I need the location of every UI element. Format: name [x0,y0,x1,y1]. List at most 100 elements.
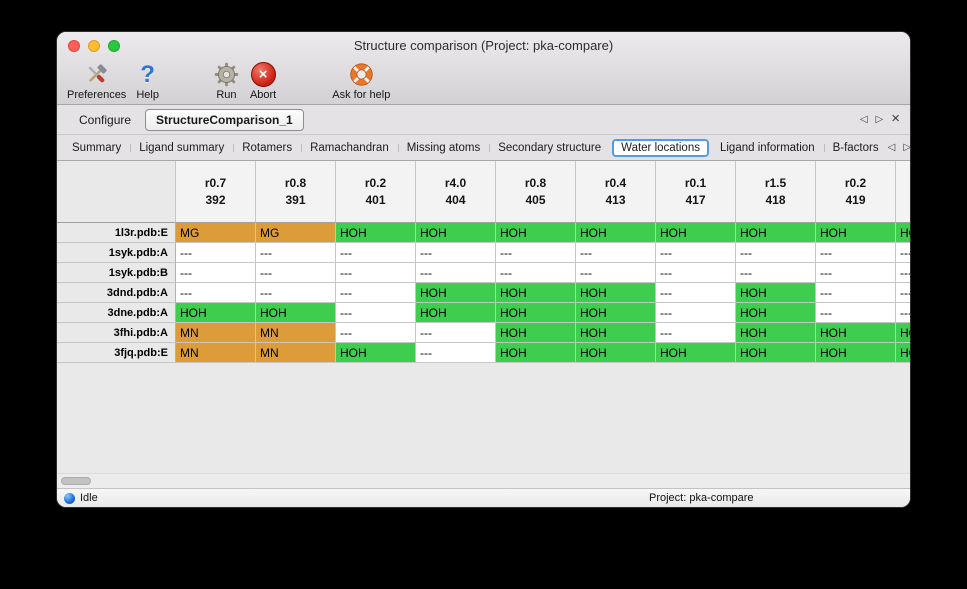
tab-scroll-left-button[interactable]: ◁ [859,113,868,125]
table-cell[interactable]: --- [336,243,416,263]
subtab-ligand-information[interactable]: Ligand information [719,141,815,154]
column-header[interactable]: r4.0 404 [416,161,496,223]
table-cell[interactable]: HOH [736,303,816,323]
table-cell[interactable]: --- [496,243,576,263]
table-cell[interactable]: --- [736,243,816,263]
table-cell[interactable]: --- [896,303,910,323]
subtab-b-factors[interactable]: B-factors [823,139,888,157]
tab-close-button[interactable]: × [891,110,900,127]
table-cell[interactable]: HOH [896,223,910,243]
table-cell[interactable]: --- [256,283,336,303]
tab-structurecomparison-1[interactable]: StructureComparison_1 [145,108,304,131]
table-cell[interactable]: --- [256,243,336,263]
table-cell[interactable]: HOH [576,323,656,343]
table-cell[interactable]: --- [576,243,656,263]
tab-scroll-right-button[interactable]: ▷ [875,113,884,125]
table-cell[interactable]: --- [336,283,416,303]
table-cell[interactable]: HOH [816,343,896,363]
table-cell[interactable]: --- [656,303,736,323]
table-cell[interactable]: MN [256,343,336,363]
subtab-rotamers[interactable]: Rotamers [233,139,301,157]
table-cell[interactable]: --- [816,303,896,323]
run-button[interactable]: Run [214,61,239,101]
table-cell[interactable]: --- [416,243,496,263]
preferences-button[interactable]: Preferences [67,61,126,101]
table-cell[interactable]: --- [656,263,736,283]
subtab-water-locations[interactable]: Water locations [612,138,709,157]
table-cell[interactable]: HOH [736,283,816,303]
table-cell[interactable]: HOH [576,283,656,303]
table-cell[interactable]: HOH [656,223,736,243]
table-cell[interactable]: --- [416,343,496,363]
table-cell[interactable]: --- [896,243,910,263]
column-header[interactable]: r0.2 401 [336,161,416,223]
table-cell[interactable]: HOH [256,303,336,323]
table-cell[interactable]: --- [896,283,910,303]
table-cell[interactable]: --- [496,263,576,283]
table-cell[interactable]: --- [256,263,336,283]
scrollbar-thumb[interactable] [61,477,91,485]
table-cell[interactable]: HOH [576,303,656,323]
table-cell[interactable]: --- [336,323,416,343]
table-cell[interactable]: HOH [496,343,576,363]
subtab-scroll-left-button[interactable]: ◁ [887,141,896,153]
subtab-summary[interactable]: Summary [72,141,122,154]
column-header[interactable]: r0.7 392 [176,161,256,223]
table-cell[interactable]: --- [416,323,496,343]
column-header[interactable]: r1.5 418 [736,161,816,223]
column-header[interactable]: r0.8 391 [256,161,336,223]
table-cell[interactable]: HOH [576,343,656,363]
table-cell[interactable]: HOH [656,343,736,363]
table-cell[interactable]: HOH [496,223,576,243]
table-cell[interactable]: --- [896,263,910,283]
row-header[interactable]: 1syk.pdb:B [57,263,176,283]
table-cell[interactable]: --- [336,303,416,323]
column-header[interactable]: r0.2 419 [816,161,896,223]
row-header[interactable]: 3dnd.pdb:A [57,283,176,303]
close-window-button[interactable] [68,40,80,52]
horizontal-scrollbar[interactable] [57,473,910,488]
table-cell[interactable]: --- [336,263,416,283]
column-header[interactable] [896,161,910,223]
table-cell[interactable]: HOH [736,343,816,363]
column-header[interactable]: r0.8 405 [496,161,576,223]
table-cell[interactable]: HOH [496,283,576,303]
table-cell[interactable]: --- [816,243,896,263]
table-cell[interactable]: --- [416,263,496,283]
zoom-window-button[interactable] [108,40,120,52]
table-cell[interactable]: HOH [896,323,910,343]
column-header[interactable]: r0.1 417 [656,161,736,223]
tab-configure[interactable]: Configure [79,112,132,127]
table-cell[interactable]: --- [816,283,896,303]
table-cell[interactable]: MG [256,223,336,243]
table-cell[interactable]: HOH [416,223,496,243]
abort-button[interactable]: × Abort [250,61,276,101]
row-header[interactable]: 3fjq.pdb:E [57,343,176,363]
row-header[interactable]: 3dne.pdb:A [57,303,176,323]
table-cell[interactable]: HOH [816,223,896,243]
subtab-scroll-right-button[interactable]: ▷ [903,141,911,153]
row-header[interactable]: 3fhi.pdb:A [57,323,176,343]
subtab-secondary-structure[interactable]: Secondary structure [489,139,610,157]
table-cell[interactable]: MN [256,323,336,343]
table-cell[interactable]: --- [576,263,656,283]
help-button[interactable]: ? Help [136,61,159,101]
row-header[interactable]: 1l3r.pdb:E [57,223,176,243]
table-cell[interactable]: --- [176,243,256,263]
table-cell[interactable]: --- [816,263,896,283]
table-cell[interactable]: HOH [416,303,496,323]
table-cell[interactable]: --- [656,283,736,303]
row-header[interactable]: 1syk.pdb:A [57,243,176,263]
table-cell[interactable]: HOH [736,323,816,343]
ask-for-help-button[interactable]: Ask for help [332,61,390,101]
table-cell[interactable]: MN [176,343,256,363]
table-cell[interactable]: MN [176,323,256,343]
table-cell[interactable]: HOH [336,223,416,243]
table-cell[interactable]: HOH [736,223,816,243]
subtab-ramachandran[interactable]: Ramachandran [301,139,398,157]
table-cell[interactable]: HOH [496,323,576,343]
table-cell[interactable]: HOH [176,303,256,323]
table-cell[interactable]: --- [656,243,736,263]
table-cell[interactable]: HOH [416,283,496,303]
table-cell[interactable]: HOH [816,323,896,343]
